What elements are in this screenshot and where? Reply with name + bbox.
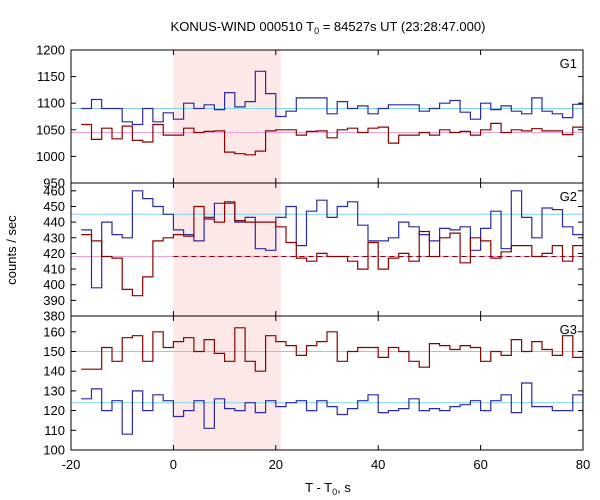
g1-panel-label: G1 bbox=[560, 56, 577, 71]
g2-series-red bbox=[81, 201, 583, 297]
g2-y-tick-label: 410 bbox=[43, 262, 65, 277]
g2-y-tick-label: 400 bbox=[43, 277, 65, 292]
g1-y-tick-label: 1000 bbox=[36, 149, 65, 164]
x-tick-label: -20 bbox=[62, 457, 81, 472]
g1-y-tick-label: 1150 bbox=[37, 69, 65, 84]
x-axis-title: T - T0, s bbox=[305, 480, 351, 497]
g1-y-tick-label: 1050 bbox=[36, 122, 65, 137]
g1-y-tick-label: 1100 bbox=[37, 96, 65, 111]
g3-y-tick-label: 160 bbox=[43, 324, 65, 339]
g3-series-red bbox=[81, 327, 583, 372]
g3-series-blue bbox=[81, 382, 583, 435]
x-tick-label: 80 bbox=[576, 457, 590, 472]
g3-y-tick-label: 100 bbox=[43, 443, 65, 458]
y-axis-title: counts / sec bbox=[4, 215, 19, 285]
g3-y-tick-label: 150 bbox=[43, 344, 65, 359]
x-tick-label: 40 bbox=[371, 457, 385, 472]
g2-y-tick-label: 440 bbox=[43, 215, 65, 230]
x-tick-label: 20 bbox=[269, 457, 283, 472]
g3-y-tick-label: 110 bbox=[44, 423, 65, 438]
g2-series-blue bbox=[81, 190, 583, 289]
g1-panel-frame bbox=[70, 49, 584, 184]
x-tick-label: 0 bbox=[170, 457, 177, 472]
chart-title: KONUS-WIND 000510 T0 = 84527s UT (23:28:… bbox=[171, 19, 486, 36]
g3-y-tick-label: 130 bbox=[43, 383, 65, 398]
g1-series-blue bbox=[81, 70, 583, 126]
g2-y-tick-label: 460 bbox=[43, 183, 65, 198]
x-tick-label: 60 bbox=[473, 457, 487, 472]
g3-panel-label: G3 bbox=[560, 322, 577, 337]
g1-series-red bbox=[81, 122, 583, 156]
g1-y-tick-label: 950 bbox=[43, 176, 65, 191]
g3-panel-frame bbox=[70, 315, 584, 451]
g2-y-tick-label: 390 bbox=[43, 293, 65, 308]
highlight-interval bbox=[173, 50, 281, 450]
g1-y-tick-label: 1200 bbox=[36, 43, 65, 58]
g2-y-tick-label: 380 bbox=[43, 309, 65, 324]
g2-y-tick-label: 430 bbox=[43, 230, 65, 245]
g3-y-tick-label: 140 bbox=[43, 364, 65, 379]
plot-area: G195010001050110011501200G23803904004104… bbox=[36, 43, 590, 473]
g3-y-tick-label: 120 bbox=[43, 403, 65, 418]
g2-y-tick-label: 450 bbox=[43, 199, 65, 214]
g2-panel-label: G2 bbox=[560, 189, 577, 204]
g2-y-tick-label: 420 bbox=[43, 246, 65, 261]
